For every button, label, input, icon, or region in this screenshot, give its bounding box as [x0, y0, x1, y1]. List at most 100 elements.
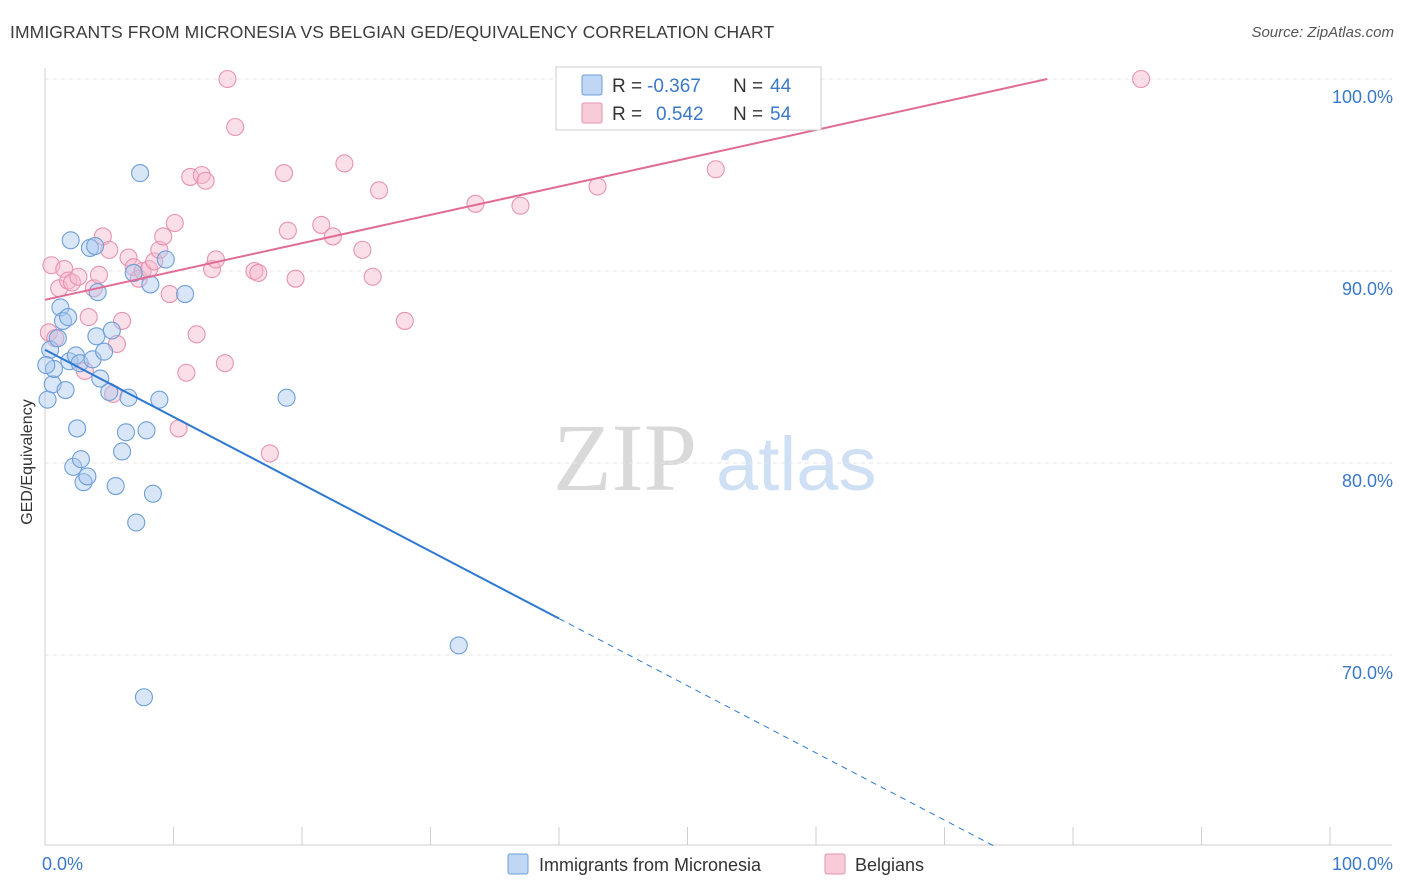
trend-line-micronesia: [44, 348, 560, 620]
y-tick-label: 100.0%: [1332, 87, 1393, 107]
stats-n-value-pink: 54: [770, 104, 792, 125]
data-point: [286, 269, 305, 288]
y-axis-label: GED/Equivalency: [19, 399, 36, 524]
data-point: [150, 240, 169, 259]
stats-r-value-blue: -0.367: [647, 76, 701, 97]
data-point: [86, 236, 105, 256]
data-point: [1132, 69, 1151, 89]
stats-r-value-pink: 0.542: [656, 104, 704, 125]
data-point: [154, 227, 173, 246]
legend-swatch-micronesia: [507, 853, 529, 875]
data-point: [79, 308, 98, 327]
source-credit: Source: ZipAtlas.com: [1251, 24, 1394, 41]
data-point: [95, 342, 114, 361]
data-point: [38, 390, 57, 409]
x-tick-label: 100.0%: [1332, 854, 1393, 874]
data-point: [100, 240, 119, 259]
data-point: [113, 442, 132, 461]
data-point: [181, 167, 200, 186]
data-point: [206, 250, 225, 269]
axes: [44, 68, 1392, 846]
data-point: [51, 298, 70, 317]
data-point: [78, 467, 97, 486]
data-point: [274, 164, 294, 183]
data-point: [363, 267, 382, 286]
data-point: [64, 457, 83, 476]
data-point: [127, 513, 146, 532]
data-point: [69, 267, 88, 286]
legend-label-belgians: Belgians: [855, 855, 924, 875]
x-tick-label: 0.0%: [42, 854, 83, 874]
data-point: [37, 356, 56, 375]
data-point: [177, 363, 196, 382]
legend-swatch-belgians: [824, 853, 846, 875]
data-point: [150, 390, 169, 409]
data-point: [249, 263, 268, 282]
stats-n-label-blue: N =: [733, 76, 763, 97]
watermark-zip: ZIP: [553, 404, 697, 511]
data-point: [116, 423, 136, 442]
data-point: [312, 215, 331, 234]
data-point: [176, 284, 195, 304]
data-point: [215, 354, 234, 373]
data-point: [59, 308, 78, 327]
data-point: [370, 181, 389, 200]
stats-legend-swatch-pink: [581, 102, 603, 124]
trend-lines: [44, 78, 1048, 848]
data-point: [218, 69, 237, 89]
stats-r-label-blue: R =: [612, 76, 642, 97]
data-point: [61, 231, 80, 250]
data-point: [102, 321, 121, 340]
watermark-atlas: atlas: [716, 422, 877, 507]
data-point: [87, 327, 106, 346]
stats-n-value-blue: 44: [770, 76, 792, 97]
stats-n-label-pink: N =: [733, 104, 763, 125]
data-point: [449, 636, 468, 655]
data-point: [56, 380, 75, 400]
data-point: [706, 160, 725, 179]
data-point: [187, 325, 206, 344]
data-point: [48, 329, 67, 348]
series-legend: Immigrants from Micronesia Belgians: [507, 853, 924, 875]
data-point: [133, 261, 152, 281]
data-point: [143, 484, 162, 503]
data-point: [278, 221, 297, 240]
data-point: [335, 154, 354, 173]
data-point: [124, 263, 143, 282]
data-point: [511, 196, 530, 215]
data-point: [160, 284, 179, 304]
data-point: [131, 164, 150, 183]
stats-legend: R = -0.367 N = 44 R = 0.542 N = 54: [555, 66, 822, 131]
data-point: [395, 311, 414, 330]
y-tick-label: 70.0%: [1342, 663, 1393, 683]
y-tick-labels: 100.0% 90.0% 80.0% 70.0%: [1332, 87, 1393, 683]
data-point: [68, 419, 87, 438]
data-point: [106, 476, 125, 496]
data-point: [134, 688, 153, 707]
data-point: [353, 240, 372, 259]
data-point: [260, 444, 279, 463]
stats-legend-swatch-blue: [581, 74, 603, 96]
y-tick-label: 80.0%: [1342, 471, 1393, 491]
data-point: [196, 171, 215, 190]
data-point: [145, 252, 164, 271]
stats-r-label-pink: R =: [612, 104, 642, 125]
trend-line-micronesia-extension: [558, 618, 997, 848]
data-point: [156, 250, 175, 269]
data-point: [71, 450, 91, 469]
data-point: [124, 258, 143, 277]
legend-label-micronesia: Immigrants from Micronesia: [539, 855, 762, 875]
data-point: [119, 388, 138, 407]
chart-title: IMMIGRANTS FROM MICRONESIA VS BELGIAN GE…: [10, 22, 775, 42]
trend-line-belgians: [44, 78, 1048, 301]
data-point: [89, 265, 109, 284]
series-micronesia-points: [37, 164, 468, 707]
data-point: [165, 213, 184, 233]
data-point: [226, 117, 245, 137]
x-tick-labels: 0.0% 100.0%: [42, 854, 1393, 874]
data-point: [55, 260, 74, 279]
y-tick-label: 90.0%: [1342, 279, 1393, 299]
data-point: [137, 421, 156, 440]
data-point: [277, 388, 296, 407]
